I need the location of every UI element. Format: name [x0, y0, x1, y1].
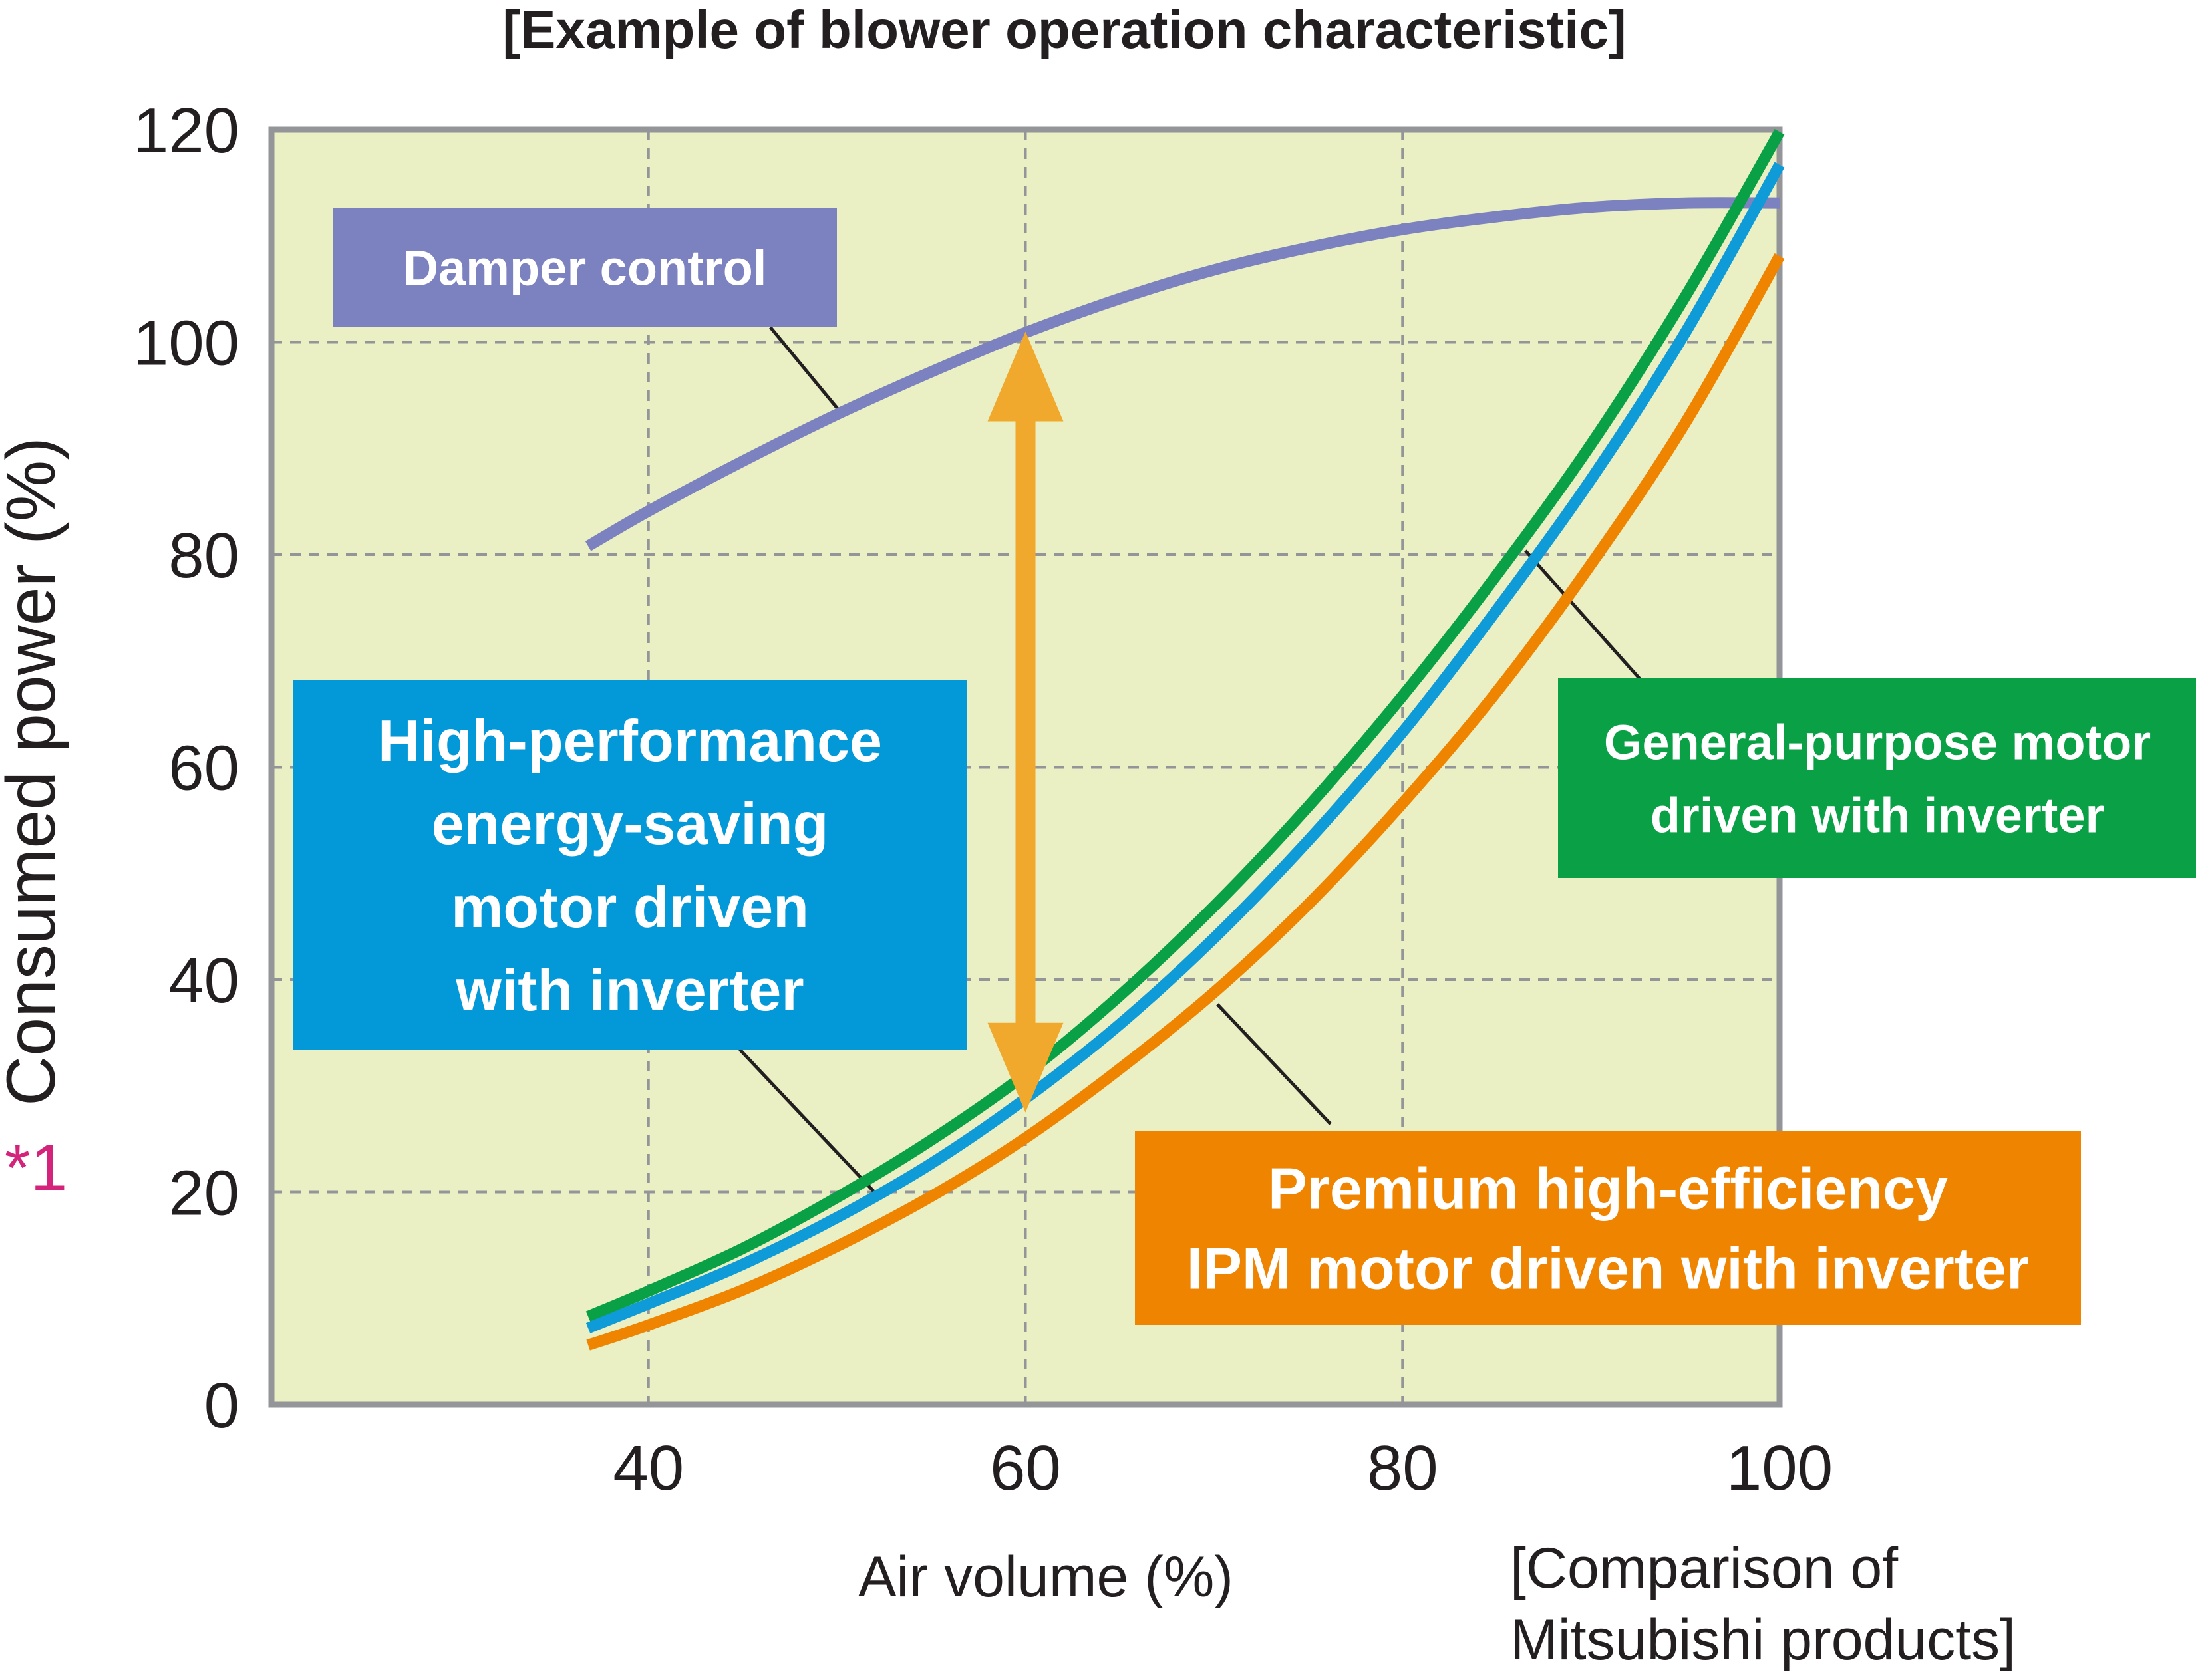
- label-text-premium-ipm-motor-1: IPM motor driven with inverter: [1187, 1236, 2029, 1302]
- label-text-high-performance-motor-1: energy-saving: [432, 791, 829, 857]
- label-text-high-performance-motor-3: with inverter: [455, 957, 804, 1023]
- label-text-general-purpose-motor-0: General-purpose motor: [1604, 715, 2151, 770]
- y-tick-label-80: 80: [168, 520, 239, 591]
- series-line-premium-ipm-motor: [586, 253, 1785, 1351]
- x-tick-label-60: 60: [990, 1433, 1061, 1504]
- y-tick-label-0: 0: [204, 1370, 239, 1441]
- y-tick-label-120: 120: [133, 95, 239, 166]
- label-box-bg-general-purpose-motor: [1558, 678, 2196, 878]
- x-tick-labels: 40 60 80 100: [613, 1433, 1833, 1504]
- leader-lines: [738, 326, 1642, 1194]
- label-box-bg-high-performance-motor: [293, 680, 967, 1050]
- y-tick-label-20: 20: [168, 1158, 239, 1229]
- label-box-bg-premium-ipm-motor: [1135, 1131, 2081, 1325]
- label-box-bg-damper-control: [333, 208, 837, 327]
- x-tick-label-40: 40: [613, 1433, 684, 1504]
- series-line-damper-control: [585, 197, 1780, 551]
- label-box-high-performance-motor: High-performance energy-saving motor drive…: [293, 680, 967, 1050]
- x-tick-label-80: 80: [1367, 1433, 1438, 1504]
- label-text-high-performance-motor-2: motor driven: [451, 874, 809, 940]
- series-label-boxes: Damper control General-purpose motor drive…: [293, 208, 2196, 1325]
- source-note-line-2: Mitsubishi products]: [1510, 1608, 2016, 1672]
- source-note-line-1: [Comparison of: [1510, 1536, 1899, 1600]
- y-tick-label-40: 40: [168, 945, 239, 1016]
- leader-line-high-performance-motor: [1524, 549, 1642, 681]
- series-line-general-purpose-motor: [585, 128, 1785, 1322]
- y-tick-label-100: 100: [133, 308, 239, 379]
- y-tick-label-60: 60: [168, 733, 239, 804]
- leader-line-general-purpose-motor: [738, 1048, 876, 1194]
- y-axis-footnote-mark: *1: [5, 1131, 68, 1205]
- leader-line-damper-control: [769, 326, 841, 412]
- chart-title: [Example of blower operation characteris…: [502, 0, 1626, 59]
- leader-line-premium-ipm-motor: [1216, 1003, 1332, 1125]
- x-tick-label-100: 100: [1726, 1433, 1833, 1504]
- label-text-high-performance-motor-0: High-performance: [378, 708, 882, 773]
- label-box-premium-ipm-motor: Premium high-efficiency IPM motor driven …: [1135, 1131, 2081, 1325]
- label-text-damper-control-0: Damper control: [403, 241, 767, 296]
- label-box-damper-control: Damper control: [333, 208, 837, 327]
- label-text-premium-ipm-motor-0: Premium high-efficiency: [1268, 1156, 1948, 1222]
- label-box-general-purpose-motor: General-purpose motor driven with inverte…: [1558, 678, 2196, 878]
- power-saving-arrow: [987, 331, 1064, 1113]
- y-axis-label: Consumed power (%): [0, 437, 70, 1106]
- x-axis-label: Air volume (%): [858, 1545, 1233, 1609]
- y-tick-labels: 0 20 40 60 80 100 120: [133, 95, 239, 1441]
- label-text-general-purpose-motor-1: driven with inverter: [1650, 788, 2105, 843]
- series-lines: [585, 128, 1785, 1351]
- double-arrow: [987, 331, 1064, 1113]
- series-line-high-performance-motor: [585, 162, 1785, 1333]
